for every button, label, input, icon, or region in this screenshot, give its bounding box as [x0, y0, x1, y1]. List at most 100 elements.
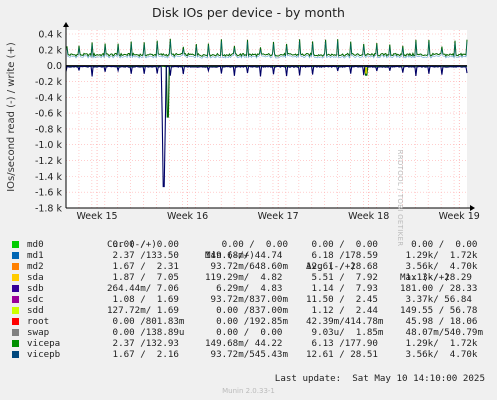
legend-swatch	[12, 340, 19, 347]
legend-label: sdb	[27, 283, 44, 294]
legend-min: 0.00 / 0.00	[205, 239, 288, 250]
legend-avg: 9.03u/ 1.85m	[306, 327, 384, 338]
legend-swatch	[12, 307, 19, 314]
legend-min: 0.00 /837.00m	[205, 305, 288, 316]
legend-label: md0	[27, 239, 44, 250]
legend-max: 48.07m/540.79m	[400, 327, 483, 338]
last-update: Last update: Sat May 10 14:10:00 2025	[274, 373, 485, 384]
series-md1-write	[65, 40, 468, 59]
legend-row-root: root 0.00 /801.83m 0.00 /192.85m 42.39m/4…	[12, 316, 492, 327]
legend-label: sdd	[27, 305, 44, 316]
legend-max: 149.55 / 56.78	[400, 305, 478, 316]
legend-row-sdc: sdc 1.08 / 1.69 93.72m/837.00m 11.50 / 2.…	[12, 294, 492, 305]
legend-rows: md0 0.00 / 0.00 0.00 / 0.00 0.00 / 0.00 …	[12, 239, 492, 360]
legend-label: sda	[27, 272, 44, 283]
y-tick-label: 0.2 k	[38, 45, 62, 56]
y-tick-label: -0.4 k	[35, 93, 63, 104]
y-tick-label: -1.8 k	[35, 204, 63, 215]
legend-avg: 6.13 /177.90	[306, 338, 378, 349]
x-tick-label: Week 19	[439, 211, 480, 222]
x-tick-label: Week 15	[76, 211, 117, 222]
x-tick-label: Week 18	[348, 211, 389, 222]
y-tick-label: -1.2 k	[35, 156, 63, 167]
legend-row-sdd: sdd 127.72m/ 1.69 0.00 /837.00m 1.12 / 2.…	[12, 305, 492, 316]
legend-swatch	[12, 252, 19, 259]
legend-max: 45.98 / 18.06	[400, 316, 478, 327]
legend-cur: 1.67 / 2.16	[107, 349, 179, 360]
legend-row-md2: md2 1.67 / 2.31 93.72m/648.60m 12.61 / 28…	[12, 261, 492, 272]
y-tick-label: 0.4 k	[38, 30, 62, 41]
legend-row-md1: md1 2.37 /133.50 149.68m/ 44.74 6.18 /178…	[12, 250, 492, 261]
legend-label: root	[27, 316, 50, 327]
header-avg: Avg (-/+)	[306, 261, 356, 272]
legend-cur: 0.00 /801.83m	[107, 316, 185, 327]
legend-cur: 127.72m/ 1.69	[107, 305, 179, 316]
header-min: Min (-/+)	[205, 250, 255, 261]
legend-min: 93.72m/545.43m	[205, 349, 288, 360]
legend-swatch	[12, 296, 19, 303]
legend-cur: 1.08 / 1.69	[107, 294, 179, 305]
legend-cur: 2.37 /132.93	[107, 338, 179, 349]
legend-row-vicepb: vicepb 1.67 / 2.16 93.72m/545.43m 12.61 /…	[12, 349, 492, 360]
legend-cur: 264.44m/ 7.06	[107, 283, 179, 294]
tick-labels: 0.4 k 0.2 k 0.0 -0.2 k -0.4 k -0.6 k -0.8 k -1.…	[35, 30, 480, 223]
legend-min: 0.00 /192.85m	[205, 316, 288, 327]
legend-min: 0.00 / 0.00	[205, 327, 283, 338]
legend-max: 1.29k/ 1.72k	[400, 338, 478, 349]
series-sdb-read	[65, 65, 468, 188]
legend-max: 3.56k/ 4.70k	[400, 261, 478, 272]
legend-avg: 1.12 / 2.44	[306, 305, 378, 316]
y-tick-label: -0.8 k	[35, 124, 63, 135]
axes	[63, 22, 475, 211]
legend-swatch	[12, 285, 19, 292]
y-axis-arrow	[63, 22, 69, 27]
legend-avg: 0.00 / 0.00	[306, 239, 378, 250]
legend-header: Cur (-/+) Min (-/+) Avg (-/+) Max (-/+)	[12, 228, 492, 283]
legend-min: 119.29m/ 4.82	[205, 272, 283, 283]
legend-max: 1.29k/ 1.72k	[400, 250, 478, 261]
legend-min: 6.29m/ 4.83	[205, 283, 283, 294]
legend: Cur (-/+) Min (-/+) Avg (-/+) Max (-/+) …	[12, 228, 492, 360]
legend-row-sda: sda 1.87 / 7.05 119.29m/ 4.82 5.51 / 7.92…	[12, 272, 492, 283]
legend-row-sdb: sdb 264.44m/ 7.06 6.29m/ 4.83 1.14 / 7.93…	[12, 283, 492, 294]
legend-avg: 12.61 / 28.68	[306, 261, 378, 272]
series-vicepa-write	[65, 38, 468, 58]
legend-swatch	[12, 318, 19, 325]
plot-area	[66, 30, 467, 208]
y-tick-label: -1.4 k	[35, 172, 63, 183]
legend-swatch	[12, 241, 19, 248]
legend-row-md0: md0 0.00 / 0.00 0.00 / 0.00 0.00 / 0.00 …	[12, 239, 492, 250]
legend-row-vicepa: vicepa 2.37 /132.93 149.68m/ 44.22 6.13 /…	[12, 338, 492, 349]
series-lines	[65, 38, 468, 188]
legend-min: 93.72m/837.00m	[205, 294, 288, 305]
legend-cur: 2.37 /133.50	[107, 250, 179, 261]
legend-min: 149.68m/ 44.74	[205, 250, 283, 261]
legend-max: 0.00 / 0.00	[400, 239, 478, 250]
legend-label: md2	[27, 261, 44, 272]
legend-swatch	[12, 274, 19, 281]
footer-version: Munin 2.0.33-1	[222, 387, 275, 395]
header-cur: Cur (-/+)	[107, 239, 157, 250]
legend-swatch	[12, 263, 19, 270]
x-tick-label: Week 16	[167, 211, 208, 222]
x-tick-label: Week 17	[258, 211, 299, 222]
legend-max: 3.56k/ 4.70k	[400, 349, 478, 360]
legend-cur: 0.00 /138.89u	[107, 327, 185, 338]
y-tick-label: -1.0 k	[35, 140, 63, 151]
legend-min: 149.68m/ 44.22	[205, 338, 283, 349]
legend-swatch	[12, 329, 19, 336]
legend-cur: 0.00 / 0.00	[107, 239, 179, 250]
y-tick-label: 0.0	[47, 61, 62, 72]
legend-row-swap: swap 0.00 /138.89u 0.00 / 0.00 9.03u/ 1.…	[12, 327, 492, 338]
y-tick-label: -1.6 k	[35, 188, 63, 199]
legend-min: 93.72m/648.60m	[205, 261, 288, 272]
legend-swatch	[12, 351, 19, 358]
y-tick-label: -0.6 k	[35, 109, 63, 120]
y-axis-label: IOs/second read (-) / write (+)	[6, 42, 17, 192]
legend-label: vicepb	[27, 349, 61, 360]
legend-avg: 11.50 / 2.45	[306, 294, 378, 305]
header-max: Max (-/+)	[400, 272, 450, 283]
legend-label: vicepa	[27, 338, 61, 349]
legend-avg: 42.39m/414.78m	[306, 316, 384, 327]
